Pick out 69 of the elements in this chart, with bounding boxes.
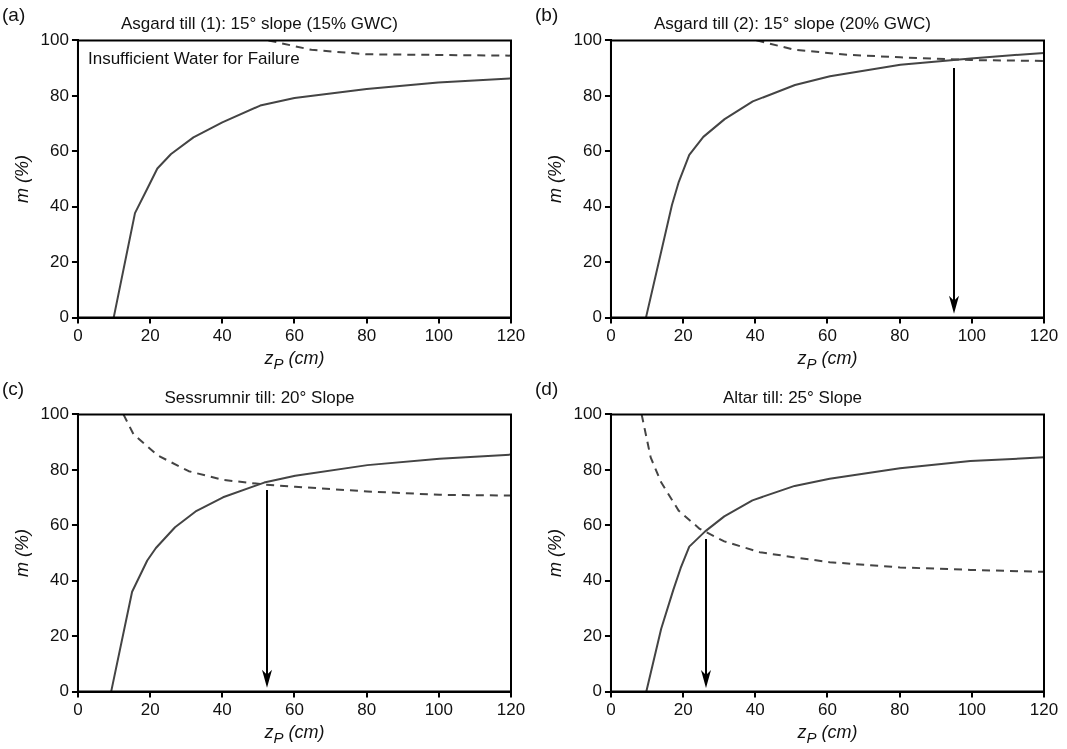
y-tick-label: 60: [50, 140, 69, 160]
y-tick-label: 40: [583, 196, 602, 216]
y-axis-title: m (%): [11, 155, 32, 203]
x-tick-label: 20: [140, 700, 160, 720]
x-tick-label: 40: [212, 326, 232, 346]
y-tick-label: 20: [583, 251, 602, 271]
y-tick-label: 40: [583, 570, 602, 590]
y-axis-title: m (%): [544, 529, 565, 577]
x-tick-label: 120: [1029, 326, 1059, 346]
x-tick-label: 20: [673, 326, 693, 346]
x-axis-title: z$_{P}$ (cm): [264, 347, 325, 372]
y-tick-label: 0: [59, 307, 69, 327]
x-tick-label: 40: [745, 700, 765, 720]
chart-title: Altar till: 25° Slope: [722, 387, 863, 407]
y-axis-title: m (%): [544, 155, 565, 203]
y-tick-label: 20: [50, 625, 69, 645]
x-axis-title: z$_{P}$ (cm): [264, 721, 325, 746]
x-axis-title: z$_{P}$ (cm): [797, 721, 858, 746]
x-tick-label: 80: [357, 700, 377, 720]
text: (a): [2, 3, 26, 25]
x-tick-label: 100: [957, 326, 987, 346]
y-tick-label: 80: [583, 85, 602, 105]
x-tick-label: 120: [496, 326, 526, 346]
chart-title: Sessrumnir till: 20° Slope: [164, 387, 355, 407]
x-tick-label: 20: [140, 326, 160, 346]
x-tick-label: 0: [606, 326, 616, 346]
y-tick-label: 60: [583, 514, 602, 534]
x-tick-label: 60: [818, 700, 837, 720]
y-tick-label: 100: [40, 30, 69, 50]
chart-title: Asgard till (1): 15° slope (15% GWC): [121, 13, 398, 33]
x-tick-label: 20: [673, 700, 693, 720]
x-tick-label: 100: [424, 700, 454, 720]
x-tick-label: 60: [285, 700, 304, 720]
y-tick-label: 60: [583, 140, 602, 160]
y-axis-title: m (%): [11, 529, 32, 577]
x-tick-label: 120: [496, 700, 526, 720]
y-tick-label: 60: [50, 514, 69, 534]
annotation: Insufficient Water for Failure: [87, 48, 300, 68]
x-axis-title: z$_{P}$ (cm): [797, 347, 858, 372]
x-tick-label: 0: [606, 700, 616, 720]
chart-title: Asgard till (2): 15° slope (20% GWC): [654, 13, 931, 33]
x-tick-label: 80: [357, 326, 377, 346]
y-tick-label: 100: [40, 404, 69, 424]
y-tick-label: 80: [50, 459, 69, 479]
y-tick-label: 100: [573, 30, 602, 50]
x-tick-label: 0: [73, 326, 83, 346]
y-tick-label: 80: [50, 85, 69, 105]
y-tick-label: 20: [50, 251, 69, 271]
x-tick-label: 100: [957, 700, 987, 720]
x-tick-label: 80: [890, 326, 910, 346]
y-tick-label: 40: [50, 570, 69, 590]
x-tick-label: 40: [745, 326, 765, 346]
text: (b): [535, 3, 559, 25]
text: (d): [535, 377, 559, 399]
x-tick-label: 0: [73, 700, 83, 720]
y-tick-label: 0: [59, 681, 69, 701]
y-tick-label: 40: [50, 196, 69, 216]
text: (c): [2, 377, 25, 399]
y-tick-label: 100: [573, 404, 602, 424]
y-tick-label: 0: [592, 307, 602, 327]
y-tick-label: 0: [592, 681, 602, 701]
x-tick-label: 100: [424, 326, 454, 346]
x-tick-label: 60: [818, 326, 837, 346]
x-tick-label: 60: [285, 326, 304, 346]
y-tick-label: 20: [583, 625, 602, 645]
y-tick-label: 80: [583, 459, 602, 479]
x-tick-label: 120: [1029, 700, 1059, 720]
x-tick-label: 80: [890, 700, 910, 720]
x-tick-label: 40: [212, 700, 232, 720]
